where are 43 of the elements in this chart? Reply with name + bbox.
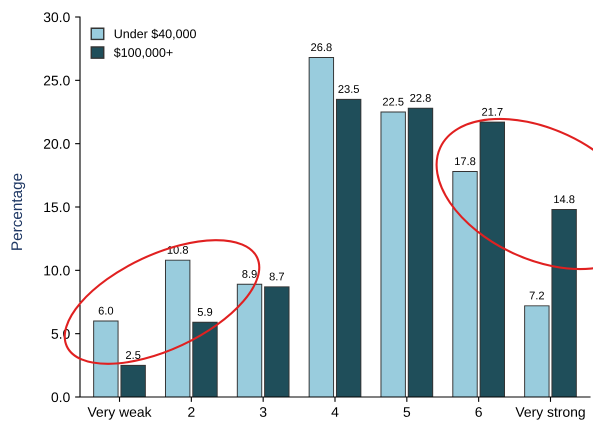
- y-tick-label: 0.0: [52, 392, 70, 402]
- data-label: 14.8: [554, 195, 574, 204]
- bar: [236, 284, 262, 397]
- bar: [164, 260, 190, 397]
- y-tick-label: 20.0: [44, 139, 70, 149]
- bar: [192, 322, 218, 397]
- x-tick-label: Very strong: [515, 407, 585, 420]
- data-label: 6.0: [98, 306, 114, 315]
- x-tick-label: 5: [404, 407, 410, 417]
- x-tick-label: Very weak: [88, 406, 152, 420]
- data-label: 5.9: [198, 308, 212, 316]
- bar: [264, 286, 290, 397]
- data-label: 2.5: [126, 351, 140, 359]
- data-label: 8.7: [270, 272, 284, 280]
- x-tick-label: 2: [188, 407, 195, 417]
- data-label: 17.8: [455, 157, 476, 166]
- legend-label: Under $40,000: [114, 28, 196, 40]
- y-tick-label: 15.0: [44, 202, 70, 212]
- y-tick-label: 25.0: [44, 76, 70, 86]
- data-label: 21.7: [482, 108, 503, 116]
- data-label: 26.8: [311, 43, 332, 52]
- bar: [120, 364, 146, 397]
- x-tick-label: 3: [260, 407, 266, 417]
- bar: [380, 112, 406, 397]
- legend-label: $100,000+: [114, 48, 173, 58]
- y-tick-label: 10.0: [44, 266, 70, 276]
- bar: [480, 122, 506, 397]
- bar: [336, 98, 362, 397]
- y-axis-title: Percentage: [11, 174, 26, 250]
- data-label: 7.2: [530, 292, 544, 300]
- bar: [452, 171, 478, 397]
- bar: [93, 320, 119, 397]
- data-label: 23.5: [338, 85, 359, 93]
- bar: [524, 305, 550, 397]
- data-label: 22.8: [410, 94, 431, 102]
- y-tick-label: 30.0: [44, 12, 70, 22]
- data-label: 8.9: [242, 270, 257, 278]
- bar: [308, 57, 334, 397]
- bar: [551, 209, 577, 397]
- x-tick-label: 6: [476, 407, 482, 417]
- x-tick-label: 4: [331, 407, 338, 417]
- bar: [408, 108, 434, 397]
- data-label: 22.5: [382, 98, 404, 106]
